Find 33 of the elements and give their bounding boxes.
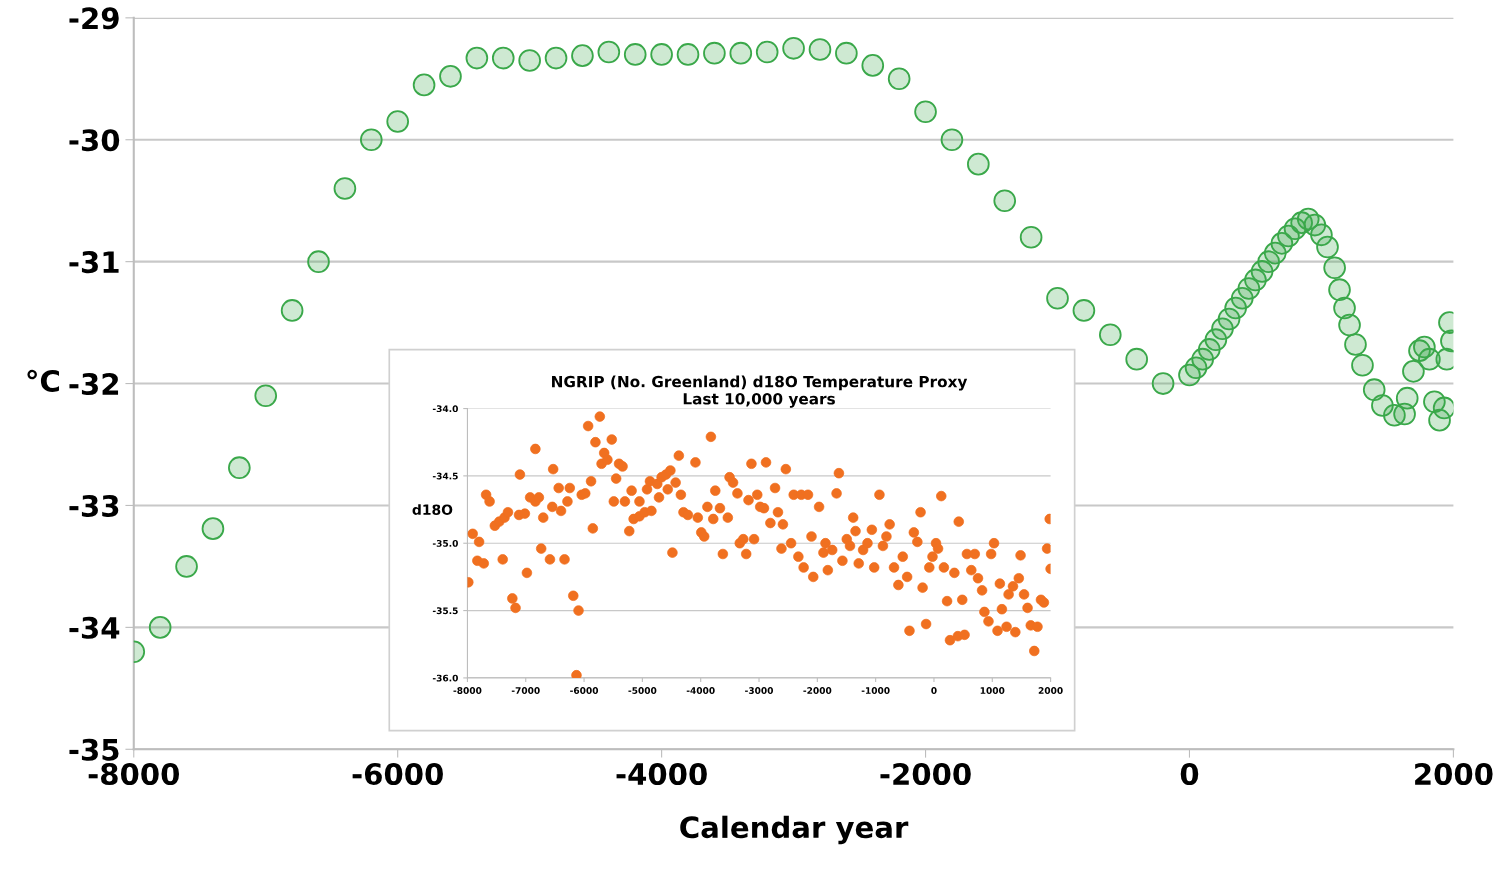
x-tick-label: -2000 <box>880 762 971 786</box>
x-tick-label: 2000 <box>1415 762 1493 786</box>
y-tick-label: -35 <box>69 738 119 761</box>
y-tick-label: -34 <box>69 616 120 639</box>
y-tick-label: -33 <box>69 494 119 517</box>
y-tick-label: -35.5 <box>432 607 458 615</box>
x-tick-label: -3000 <box>745 687 774 694</box>
y-tick-label: -34.0 <box>432 405 458 413</box>
y-tick-label: -32 <box>69 372 119 396</box>
x-tick-label: 1000 <box>980 687 1005 694</box>
x-tick-label: 2000 <box>1038 687 1063 694</box>
y-tick-label: -35.0 <box>432 539 458 547</box>
x-tick-label: -7000 <box>511 687 540 694</box>
x-tick-label: -4000 <box>616 762 707 786</box>
y-tick-label: -29 <box>69 7 119 30</box>
x-tick-label: 0 <box>1180 762 1199 786</box>
y-tick-label: -30 <box>69 129 120 152</box>
x-tick-label: -8000 <box>453 687 482 694</box>
y-tick-label: -34.5 <box>432 472 458 480</box>
chart-title: NGRIP (No. Greenland) d18O Temperature Proxy Last 10,000 years <box>552 375 968 408</box>
y-axis-title: d18O <box>412 504 453 515</box>
y-tick-label: -31 <box>69 251 119 274</box>
y-axis-title: °C <box>27 369 60 393</box>
x-tick-label: -8000 <box>88 762 180 786</box>
x-tick-label: -4000 <box>686 687 715 694</box>
x-tick-label: 0 <box>931 687 937 694</box>
x-tick-label: -1000 <box>861 687 890 694</box>
x-tick-label: -2000 <box>803 687 832 694</box>
x-axis-title: Calendar year <box>680 815 909 845</box>
y-tick-label: -36.0 <box>432 674 458 682</box>
x-tick-label: -5000 <box>628 687 657 694</box>
x-tick-label: -6000 <box>570 687 599 694</box>
x-tick-label: -6000 <box>352 762 443 786</box>
